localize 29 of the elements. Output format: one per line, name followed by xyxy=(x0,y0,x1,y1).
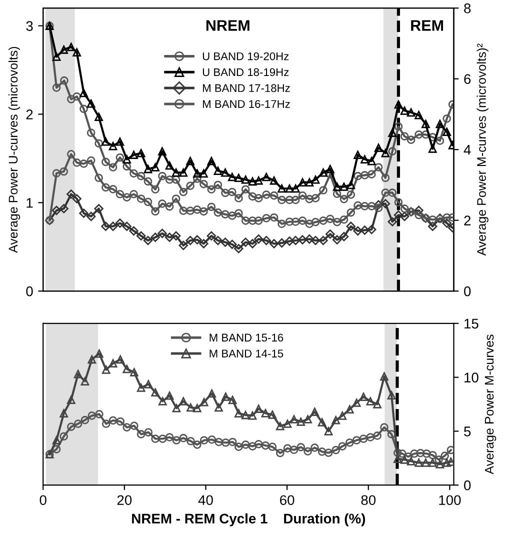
legend-label: U BAND 19-20Hz xyxy=(202,52,289,60)
y2-tick-label: 8 xyxy=(464,3,471,14)
y-tick-label: 3 xyxy=(26,21,33,31)
x-tick-label: 0 xyxy=(40,495,46,506)
y-tick-label: 15 xyxy=(464,318,478,329)
annotation: REM xyxy=(411,20,444,31)
y2-tick-label: 4 xyxy=(464,145,471,155)
legend-label: M BAND 15-16 xyxy=(210,334,284,342)
y-axis-title: Average Power U-curves (microvolts) xyxy=(8,46,20,253)
y2-axis-title: Average Power M-curves (microvolts)² xyxy=(476,44,488,256)
x-tick-label: 20 xyxy=(117,495,132,506)
y-tick-label: 5 xyxy=(464,426,471,436)
y-tick-label: 1 xyxy=(26,198,33,208)
y-tick-label: 2 xyxy=(26,110,33,120)
x-tick-label: 100 xyxy=(439,495,461,506)
x-tick-label: 40 xyxy=(198,495,213,506)
y-tick-label: 10 xyxy=(464,372,478,382)
y-tick-label: 0 xyxy=(464,480,471,490)
legend-label: M BAND 16-17Hz xyxy=(202,100,290,108)
x-tick-label: 60 xyxy=(280,495,294,506)
legend-label: M BAND 14-15 xyxy=(210,350,284,358)
legend-label: U BAND 18-19Hz xyxy=(202,68,289,76)
y-tick-label: 0 xyxy=(26,286,33,296)
x-axis-title: NREM - REM Cycle 1 Duration (%) xyxy=(132,513,366,526)
y2-tick-label: 6 xyxy=(464,74,471,84)
annotation: NREM xyxy=(206,20,250,31)
y-axis-title: Average Power M-curves xyxy=(484,334,496,474)
x-tick-label: 80 xyxy=(361,495,376,506)
legend-label: M BAND 17-18Hz xyxy=(202,84,290,92)
